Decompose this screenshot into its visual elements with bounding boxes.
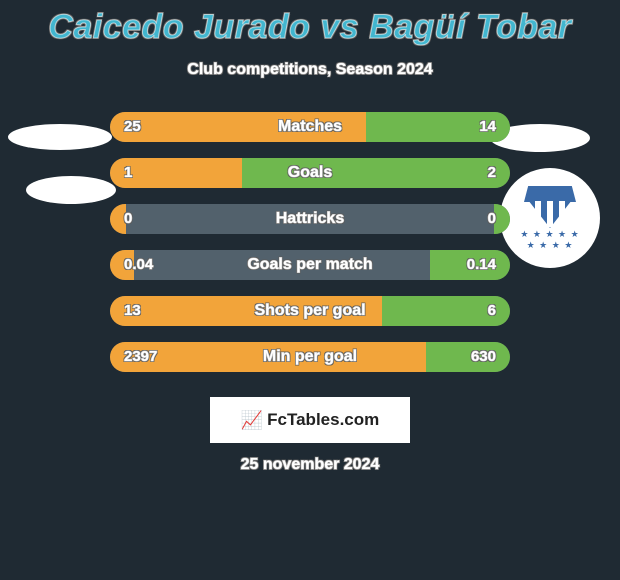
stat-label: Shots per goal	[110, 296, 510, 326]
stat-right-value: 0.14	[467, 250, 496, 280]
stat-right-value: 6	[488, 296, 496, 326]
stat-row: 1 Goals 2	[110, 158, 510, 188]
player-left-oval-2	[26, 176, 116, 204]
emblem-stars-row-1: ★ ★ ★ ★ ★	[520, 230, 579, 239]
stat-right-value: 14	[479, 112, 496, 142]
branding-text: FcTables.com	[267, 410, 379, 430]
club-emblem-right: ★ ★ ★ ★ ★ ★ ★ ★ ★	[500, 168, 600, 268]
stat-row: 0.04 Goals per match 0.14	[110, 250, 510, 280]
player-left-oval-1	[8, 124, 112, 150]
page-title: Caicedo Jurado vs Bagüí Tobar	[0, 0, 620, 47]
stat-label: Hattricks	[110, 204, 510, 234]
stat-label: Goals	[110, 158, 510, 188]
stat-label: Min per goal	[110, 342, 510, 372]
stat-row: 13 Shots per goal 6	[110, 296, 510, 326]
stat-label: Goals per match	[110, 250, 510, 280]
branding-badge: 📈 FcTables.com	[210, 397, 410, 443]
stat-right-value: 0	[488, 204, 496, 234]
emblem-stars-row-2: ★ ★ ★ ★	[527, 241, 574, 250]
stat-label: Matches	[110, 112, 510, 142]
stat-row: 25 Matches 14	[110, 112, 510, 142]
date: 25 november 2024	[0, 456, 620, 474]
shield-icon	[524, 186, 576, 228]
emblem-graphic: ★ ★ ★ ★ ★ ★ ★ ★ ★	[520, 186, 579, 250]
stat-right-value: 630	[471, 342, 496, 372]
stat-row: 2397 Min per goal 630	[110, 342, 510, 372]
subtitle: Club competitions, Season 2024	[0, 61, 620, 79]
stat-row: 0 Hattricks 0	[110, 204, 510, 234]
stats-panel: 25 Matches 14 1 Goals 2 0 Hattricks 0 0.…	[110, 112, 510, 388]
stat-right-value: 2	[488, 158, 496, 188]
chart-icon: 📈	[241, 410, 263, 431]
comparison-card: Caicedo Jurado vs Bagüí Tobar Club compe…	[0, 0, 620, 580]
